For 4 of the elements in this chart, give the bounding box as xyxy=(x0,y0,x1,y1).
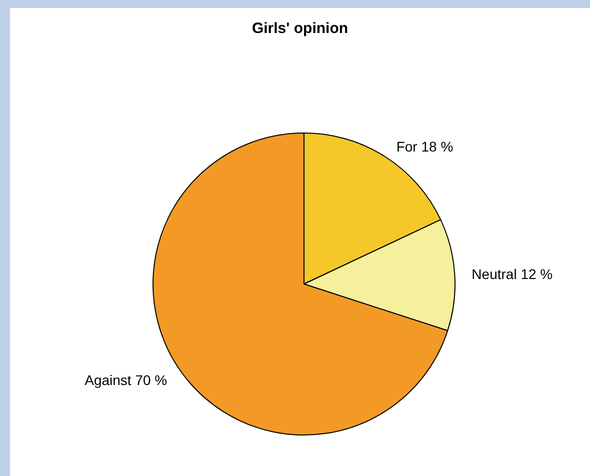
chart-title: Girls' opinion xyxy=(252,20,348,37)
slice-label: For 18 % xyxy=(396,138,454,154)
slice-label: Against 70 % xyxy=(84,372,168,388)
slice-label: Neutral 12 % xyxy=(472,266,553,282)
